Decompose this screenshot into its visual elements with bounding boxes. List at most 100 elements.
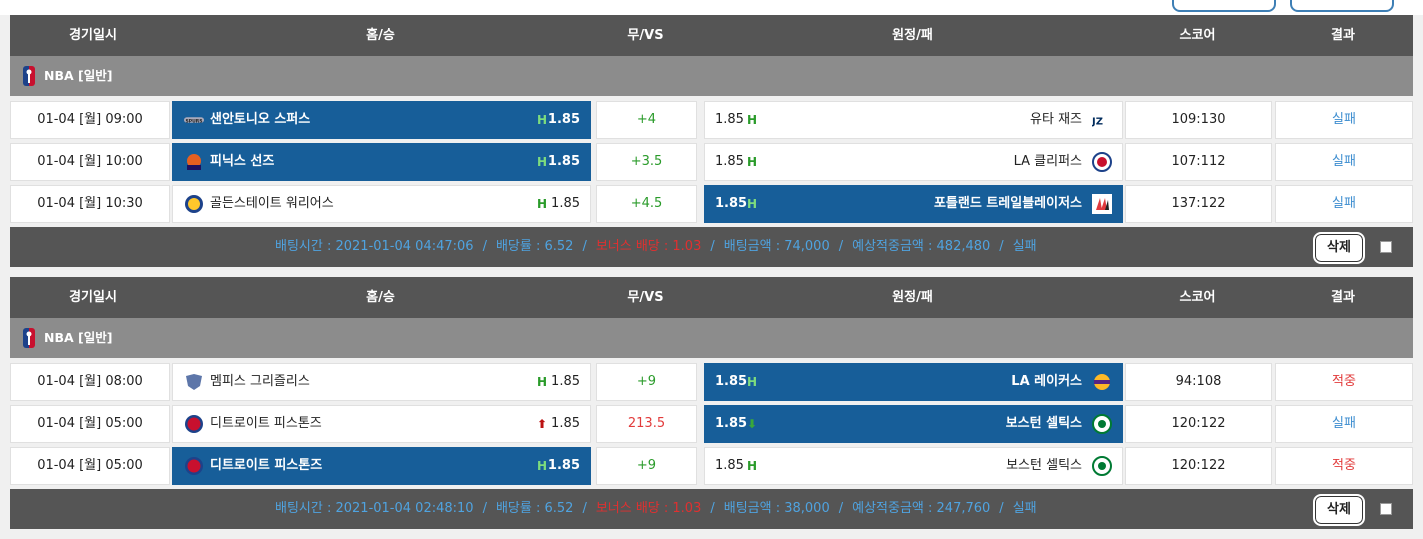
bonus-rate: 보너스 배당 : 1.03	[595, 501, 702, 516]
bet-summary-bar: 배팅시간 : 2021-01-04 02:48:10/배당률 : 6.52/보너…	[10, 489, 1413, 529]
home-odds: 1.85	[551, 374, 580, 389]
nba-logo-icon	[23, 66, 35, 86]
away-odds-cell[interactable]: 1.85 H 유타 재즈 JZ	[704, 101, 1123, 139]
home-team-name: 디트로이트 피스톤즈	[210, 458, 323, 473]
away-odds: 1.85	[715, 416, 748, 431]
home-odds: 1.85	[551, 196, 580, 211]
away-odds: 1.85	[715, 112, 744, 127]
game-date: 01-04 [월] 08:00	[10, 363, 170, 401]
bonus-rate: 보너스 배당 : 1.03	[595, 239, 702, 254]
away-team-name: 유타 재즈	[1030, 112, 1082, 127]
blazers-logo-icon	[1092, 194, 1112, 214]
odds-up-arrow-icon: ⬆	[537, 417, 548, 431]
home-indicator: H	[537, 155, 548, 169]
game-date: 01-04 [월] 10:30	[10, 185, 170, 223]
home-indicator: H	[537, 459, 548, 473]
game-date: 01-04 [월] 10:00	[10, 143, 170, 181]
away-odds-cell[interactable]: 1.85 H 보스턴 셀틱스	[704, 447, 1123, 485]
home-team-name: 멤피스 그리즐리스	[210, 374, 310, 389]
table-row: 01-04 [월] 08:00 멤피스 그리즐리스 H 1.85 +9 1.85 H LA 레…	[10, 363, 1413, 401]
home-team-name: 골든스테이트 워리어스	[210, 196, 334, 211]
home-team-name: 디트로이트 피스톤즈	[210, 416, 322, 431]
game-date: 01-04 [월] 05:00	[10, 405, 170, 443]
header-score: 스코어	[1179, 290, 1216, 305]
table-row: 01-04 [월] 05:00 디트로이트 피스톤즈 ⬆ 1.85 213.5 1.85 ⬇…	[10, 405, 1413, 443]
game-score: 120:122	[1125, 447, 1272, 485]
jazz-logo-icon: JZ	[1092, 110, 1112, 130]
bet-time: 배팅시간 : 2021-01-04 04:47:06	[275, 239, 474, 254]
away-odds: 1.85	[715, 374, 748, 389]
table-header: 경기일시 홈/승 무/VS 원정/패 스코어 결과	[10, 277, 1413, 318]
home-indicator: H	[537, 113, 548, 127]
home-odds-cell[interactable]: 골든스테이트 워리어스 H 1.85	[172, 185, 591, 223]
top-bar	[0, 0, 1423, 15]
game-result: 실패	[1275, 143, 1413, 181]
bet-amount: 배팅금액 : 38,000	[723, 501, 830, 516]
home-indicator: H	[537, 197, 548, 211]
odds-down-arrow-icon: ⬇	[747, 417, 758, 431]
table-row: 01-04 [월] 09:00 SPURS 샌안토니오 스퍼스 H 1.85 +4 1.85…	[10, 101, 1413, 139]
home-odds: 1.85	[551, 416, 580, 431]
away-odds-cell[interactable]: 1.85 H LA 레이커스	[704, 363, 1123, 401]
draw-handicap-cell[interactable]: 213.5	[596, 405, 697, 443]
expected-win: 예상적중금액 : 247,760	[852, 501, 991, 516]
league-row: NBA [일반]	[10, 56, 1413, 96]
warriors-logo-icon	[184, 194, 204, 214]
svg-text:SPURS: SPURS	[185, 118, 202, 124]
spurs-logo-icon: SPURS	[184, 110, 204, 130]
draw-handicap-cell[interactable]: +3.5	[596, 143, 697, 181]
header-draw: 무/VS	[627, 28, 664, 43]
header-date: 경기일시	[69, 28, 117, 43]
home-odds-cell[interactable]: 디트로이트 피스톤즈 ⬆ 1.85	[172, 405, 591, 443]
away-indicator: H	[747, 113, 758, 127]
header-score: 스코어	[1179, 28, 1216, 43]
game-result: 실패	[1275, 185, 1413, 223]
delete-button[interactable]: 삭제	[1313, 232, 1365, 264]
away-team-name: 포틀랜드 트레일블레이저스	[933, 196, 1082, 211]
away-odds-cell[interactable]: 1.85 H 포틀랜드 트레일블레이저스	[704, 185, 1123, 223]
away-indicator: H	[747, 197, 758, 211]
away-indicator: H	[747, 375, 758, 389]
top-tab-button-1[interactable]	[1172, 0, 1276, 12]
header-home: 홈/승	[366, 290, 395, 305]
select-checkbox[interactable]	[1380, 241, 1392, 253]
game-result: 적중	[1275, 447, 1413, 485]
home-odds-cell[interactable]: 디트로이트 피스톤즈 H 1.85	[172, 447, 591, 485]
header-date: 경기일시	[69, 290, 117, 305]
header-home: 홈/승	[366, 28, 395, 43]
away-odds-cell[interactable]: 1.85 ⬇ 보스턴 셀틱스	[704, 405, 1123, 443]
game-date: 01-04 [월] 05:00	[10, 447, 170, 485]
select-checkbox[interactable]	[1380, 503, 1392, 515]
draw-handicap-cell[interactable]: +4.5	[596, 185, 697, 223]
away-odds: 1.85	[715, 458, 744, 473]
home-odds: 1.85	[547, 458, 580, 473]
away-team-name: LA 레이커스	[1011, 374, 1082, 389]
home-odds-cell[interactable]: SPURS 샌안토니오 스퍼스 H 1.85	[172, 101, 591, 139]
game-result: 적중	[1275, 363, 1413, 401]
celtics-logo-icon	[1092, 414, 1112, 434]
draw-handicap-cell[interactable]: +4	[596, 101, 697, 139]
away-team-name: 보스턴 셀틱스	[1006, 458, 1082, 473]
table-row: 01-04 [월] 10:30 골든스테이트 워리어스 H 1.85 +4.5 1.85 H…	[10, 185, 1413, 223]
header-draw: 무/VS	[627, 290, 664, 305]
celtics-logo-icon	[1092, 456, 1112, 476]
draw-handicap-cell[interactable]: +9	[596, 363, 697, 401]
away-odds: 1.85	[715, 196, 748, 211]
home-odds-cell[interactable]: 멤피스 그리즐리스 H 1.85	[172, 363, 591, 401]
game-score: 94:108	[1125, 363, 1272, 401]
home-indicator: H	[537, 375, 548, 389]
home-odds-cell[interactable]: 피닉스 선즈 H 1.85	[172, 143, 591, 181]
bet-rate: 배당률 : 6.52	[495, 501, 574, 516]
table-header: 경기일시 홈/승 무/VS 원정/패 스코어 결과	[10, 15, 1413, 56]
header-result: 결과	[1331, 28, 1355, 43]
delete-button[interactable]: 삭제	[1313, 494, 1365, 526]
away-odds: 1.85	[715, 154, 744, 169]
table-row: 01-04 [월] 10:00 피닉스 선즈 H 1.85 +3.5 1.85 H LA 클리…	[10, 143, 1413, 181]
home-team-name: 피닉스 선즈	[210, 154, 275, 169]
bet-status: 실패	[1012, 239, 1037, 254]
draw-handicap-cell[interactable]: +9	[596, 447, 697, 485]
bet-time: 배팅시간 : 2021-01-04 02:48:10	[275, 501, 474, 516]
bet-summary-bar: 배팅시간 : 2021-01-04 04:47:06/배당률 : 6.52/보너…	[10, 227, 1413, 267]
top-tab-button-2[interactable]	[1290, 0, 1394, 12]
away-odds-cell[interactable]: 1.85 H LA 클리퍼스	[704, 143, 1123, 181]
